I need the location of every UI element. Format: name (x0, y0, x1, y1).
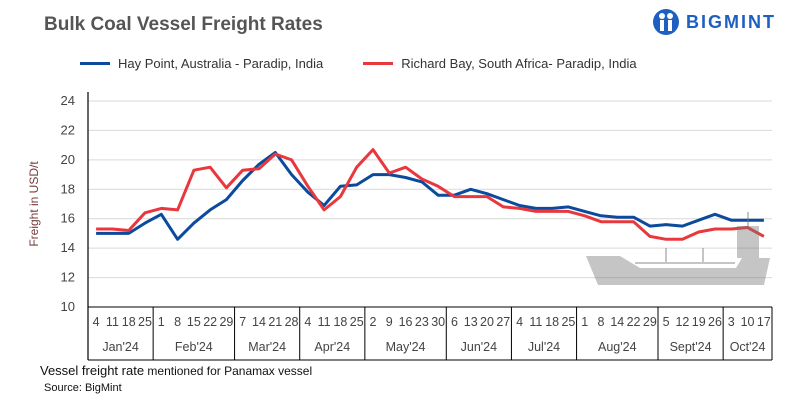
x-tick-label: 23 (415, 315, 429, 329)
month-label: Feb'24 (175, 340, 213, 354)
legend-swatch (363, 62, 394, 65)
month-label: Aug'24 (598, 340, 637, 354)
y-axis-label: Freight in USD/t (27, 161, 41, 247)
y-tick-label: 18 (61, 181, 75, 196)
x-tick-label: 4 (304, 315, 311, 329)
month-label: Jul'24 (528, 340, 560, 354)
x-tick-label: 2 (370, 315, 377, 329)
legend-swatch (80, 62, 110, 65)
x-tick-label: 11 (106, 315, 119, 329)
y-tick-label: 16 (61, 211, 75, 226)
footnote: Vessel freight rate mentioned for Panama… (40, 363, 312, 378)
x-tick-label: 14 (252, 315, 266, 329)
x-tick-label: 29 (643, 315, 657, 329)
x-tick-label: 20 (480, 315, 494, 329)
x-tick-label: 5 (663, 315, 670, 329)
x-tick-label: 12 (675, 315, 689, 329)
x-tick-label: 25 (561, 315, 575, 329)
x-tick-label: 4 (93, 315, 100, 329)
legend-label: Richard Bay, South Africa- Paradip, Indi… (401, 56, 637, 71)
y-tick-label: 20 (61, 152, 75, 167)
series-line-richard-bay (96, 148, 765, 241)
x-tick-label: 14 (610, 315, 624, 329)
x-tick-label: 4 (516, 315, 523, 329)
x-tick-label: 1 (581, 315, 588, 329)
x-tick-label: 18 (545, 315, 559, 329)
x-tick-label: 18 (122, 315, 136, 329)
y-tick-label: 24 (61, 93, 75, 108)
x-tick-label: 25 (138, 315, 152, 329)
x-tick-label: 15 (187, 315, 201, 329)
footnote-small: mentioned for Panamax vessel (144, 364, 313, 378)
x-tick-label: 10 (741, 315, 755, 329)
legend-item-richard-bay: Richard Bay, South Africa- Paradip, Indi… (363, 56, 637, 71)
x-tick-label: 28 (285, 315, 299, 329)
x-tick-label: 17 (757, 315, 771, 329)
x-tick-label: 7 (239, 315, 246, 329)
series-line-hay-point (96, 151, 764, 241)
month-label: Jan'24 (102, 340, 138, 354)
x-tick-label: 30 (431, 315, 445, 329)
x-tick-label: 8 (174, 315, 181, 329)
x-tick-label: 9 (386, 315, 393, 329)
x-tick-label: 6 (451, 315, 458, 329)
month-label: Mar'24 (248, 340, 286, 354)
x-tick-label: 3 (728, 315, 735, 329)
legend: Hay Point, Australia - Paradip, India Ri… (80, 56, 637, 71)
x-tick-label: 26 (708, 315, 722, 329)
source-text: Source: BigMint (44, 382, 122, 394)
x-tick-label: 21 (268, 315, 282, 329)
bigmint-logo-text: BIGMINT (686, 11, 776, 32)
x-tick-label: 11 (318, 315, 331, 329)
x-tick-label: 16 (399, 315, 413, 329)
month-label: May'24 (386, 340, 426, 354)
bigmint-logo: BIGMINT (652, 8, 776, 36)
x-tick-label: 25 (350, 315, 364, 329)
bigmint-logo-icon (653, 9, 679, 35)
y-tick-label: 10 (61, 299, 75, 314)
x-tick-label: 8 (598, 315, 605, 329)
y-tick-label: 22 (61, 122, 75, 137)
month-label: Apr'24 (314, 340, 350, 354)
x-tick-label: 1 (158, 315, 165, 329)
x-tick-label: 29 (219, 315, 233, 329)
x-tick-label: 13 (464, 315, 478, 329)
month-label: Jun'24 (461, 340, 497, 354)
ship-watermark-icon (586, 212, 770, 285)
legend-label: Hay Point, Australia - Paradip, India (118, 56, 324, 71)
y-tick-label: 12 (61, 270, 75, 285)
month-label: Oct'24 (730, 340, 766, 354)
x-tick-label: 22 (627, 315, 641, 329)
x-tick-label: 19 (692, 315, 706, 329)
y-tick-label: 14 (61, 240, 75, 255)
x-tick-label: 11 (529, 315, 542, 329)
footnote-main: Vessel freight rate (40, 363, 145, 378)
x-tick-label: 18 (333, 315, 347, 329)
x-tick-label: 22 (203, 315, 217, 329)
x-tick-label: 27 (496, 315, 510, 329)
legend-item-hay-point: Hay Point, Australia - Paradip, India (80, 56, 323, 71)
chart-title: Bulk Coal Vessel Freight Rates (44, 14, 323, 35)
month-label: Sept'24 (670, 340, 712, 354)
